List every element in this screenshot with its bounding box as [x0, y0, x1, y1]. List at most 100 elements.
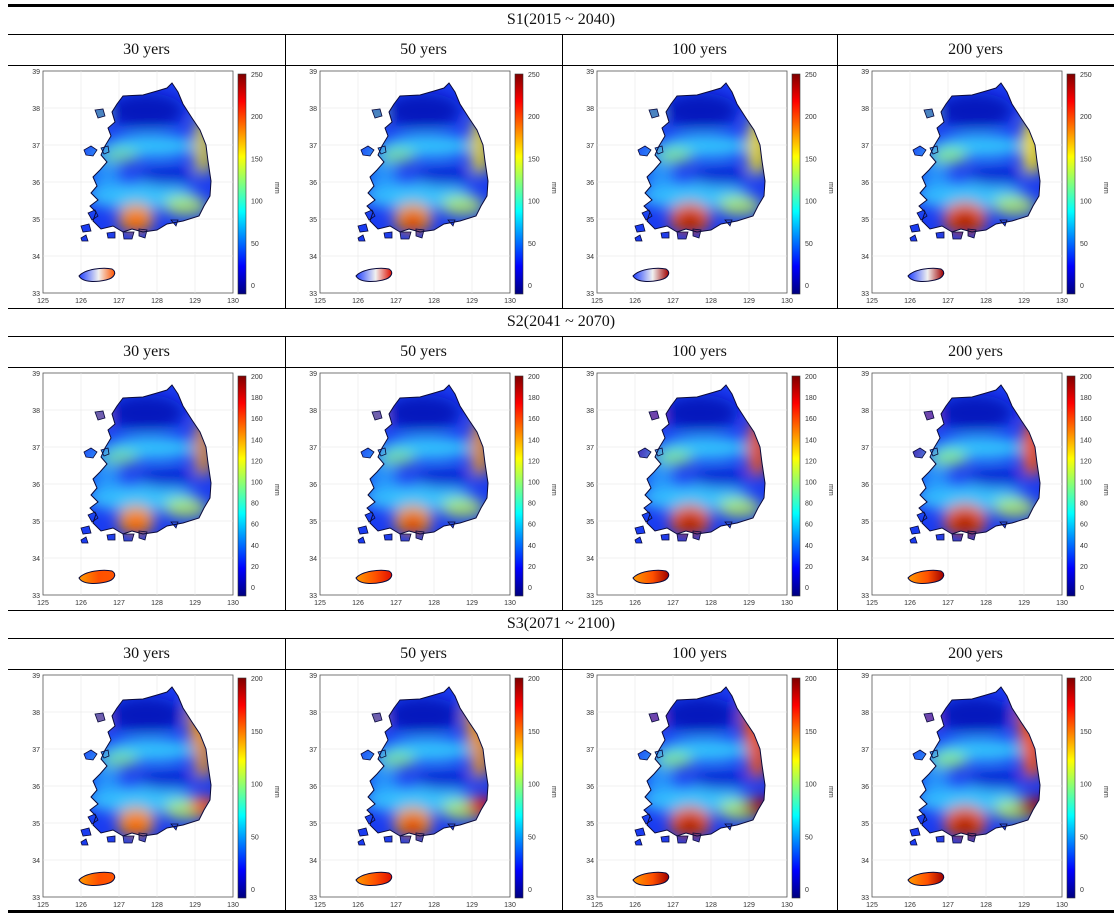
colorbar-unit: mm — [550, 182, 557, 194]
return-period-header: 30 yers — [123, 343, 170, 360]
lon-tick-label: 129 — [1018, 600, 1030, 607]
lon-tick-label: 130 — [1056, 298, 1068, 305]
lon-tick-label: 128 — [980, 600, 992, 607]
colorbar-tick-label: 80 — [528, 501, 536, 508]
lon-tick-label: 126 — [75, 298, 87, 305]
lat-tick-label: 34 — [32, 254, 40, 261]
jeju-outline — [907, 871, 945, 886]
colorbar-tick-label: 250 — [1080, 72, 1092, 79]
lat-tick-label: 36 — [32, 784, 40, 791]
lon-tick-label: 126 — [352, 902, 364, 909]
lon-tick-label: 130 — [227, 600, 239, 607]
colorbar-tick-label: 50 — [805, 834, 813, 841]
colorbar-unit: mm — [273, 786, 280, 798]
jeju-outline — [78, 569, 116, 584]
lat-tick-label: 33 — [586, 895, 594, 902]
lon-tick-label: 127 — [942, 600, 954, 607]
return-period-header: 200 yers — [948, 645, 1003, 662]
lon-tick-label: 130 — [781, 902, 793, 909]
colorbar-tick-label: 80 — [1080, 501, 1088, 508]
colorbar-unit: mm — [1102, 786, 1109, 798]
colorbar-tick-label: 100 — [1080, 199, 1092, 206]
colorbar-tick-label: 100 — [805, 480, 817, 487]
lat-tick-label: 36 — [861, 482, 869, 489]
lat-tick-label: 36 — [309, 180, 317, 187]
colorbar-tick-label: 120 — [805, 458, 817, 465]
lon-tick-label: 127 — [113, 902, 125, 909]
jeju-outline — [355, 267, 393, 282]
colorbar-tick-label: 200 — [251, 374, 263, 381]
column-divider — [562, 336, 563, 611]
colorbar-tick-label: 100 — [1080, 782, 1092, 789]
lat-tick-label: 33 — [861, 593, 869, 600]
colorbar-tick-label: 150 — [1080, 156, 1092, 163]
jeju-outline — [907, 569, 945, 584]
rainfall-map-cell: 39 38 37 36 35 34 33 125 126 127 128 129 130 250 200 15… — [288, 66, 558, 308]
lat-tick-label: 34 — [861, 858, 869, 865]
colorbar — [514, 375, 524, 597]
lat-tick-label: 35 — [32, 217, 40, 224]
lat-tick-label: 35 — [309, 821, 317, 828]
scenario-label: S3(2071 ~ 2100) — [506, 615, 616, 632]
lat-tick-label: 39 — [32, 673, 40, 680]
lat-tick-label: 39 — [309, 69, 317, 76]
lat-tick-label: 38 — [32, 710, 40, 717]
lon-tick-label: 130 — [504, 298, 516, 305]
lon-tick-label: 129 — [189, 298, 201, 305]
colorbar — [1066, 677, 1076, 899]
lon-tick-label: 125 — [866, 902, 878, 909]
colorbar-tick-label: 120 — [1080, 458, 1092, 465]
lat-tick-label: 36 — [32, 482, 40, 489]
lat-tick-label: 37 — [309, 445, 317, 452]
colorbar-tick-label: 60 — [251, 522, 259, 529]
colorbar-tick-label: 100 — [251, 480, 263, 487]
colorbar-tick-label: 200 — [528, 676, 540, 683]
colorbar-tick-label: 60 — [805, 522, 813, 529]
colorbar-tick-label: 100 — [528, 782, 540, 789]
lat-tick-label: 38 — [586, 710, 594, 717]
lon-tick-label: 125 — [37, 600, 49, 607]
jeju-outline — [907, 267, 945, 282]
lon-tick-label: 125 — [866, 298, 878, 305]
colorbar-tick-label: 200 — [251, 676, 263, 683]
lat-tick-label: 35 — [586, 821, 594, 828]
rainfall-map-cell: 39 38 37 36 35 34 33 125 126 127 128 129 130 200 180 16… — [288, 368, 558, 610]
lat-tick-label: 39 — [309, 371, 317, 378]
lat-tick-label: 37 — [861, 143, 869, 150]
coastline — [366, 82, 489, 233]
colorbar-tick-label: 140 — [1080, 437, 1092, 444]
colorbar-tick-label: 0 — [1080, 887, 1084, 894]
colorbar-tick-label: 150 — [528, 729, 540, 736]
lat-tick-label: 38 — [32, 408, 40, 415]
lat-tick-label: 37 — [32, 445, 40, 452]
jeju-outline — [632, 267, 670, 282]
colorbar-tick-label: 50 — [528, 834, 536, 841]
lat-tick-label: 36 — [861, 784, 869, 791]
lat-tick-label: 39 — [586, 69, 594, 76]
colorbar-unit: mm — [1102, 484, 1109, 496]
lat-tick-label: 34 — [861, 254, 869, 261]
colorbar-tick-label: 0 — [805, 283, 809, 290]
lat-tick-label: 38 — [861, 408, 869, 415]
lon-tick-label: 125 — [314, 600, 326, 607]
coastline — [89, 384, 212, 535]
colorbar-tick-label: 150 — [251, 156, 263, 163]
colorbar-tick-label: 200 — [805, 374, 817, 381]
colorbar-tick-label: 140 — [528, 437, 540, 444]
return-period-header: 200 yers — [948, 41, 1003, 58]
colorbar — [791, 375, 801, 597]
colorbar-tick-label: 120 — [528, 458, 540, 465]
colorbar-tick-label: 0 — [805, 585, 809, 592]
lat-tick-label: 39 — [861, 69, 869, 76]
colorbar-tick-label: 180 — [528, 395, 540, 402]
colorbar-tick-label: 50 — [1080, 241, 1088, 248]
colorbar-tick-label: 100 — [528, 199, 540, 206]
colorbar-tick-label: 100 — [528, 480, 540, 487]
lat-tick-label: 39 — [861, 673, 869, 680]
lat-tick-label: 34 — [309, 254, 317, 261]
return-period-header: 100 yers — [672, 343, 727, 360]
coastline — [643, 384, 766, 535]
lon-tick-label: 126 — [75, 600, 87, 607]
lat-tick-label: 33 — [309, 895, 317, 902]
colorbar-tick-label: 200 — [251, 114, 263, 121]
